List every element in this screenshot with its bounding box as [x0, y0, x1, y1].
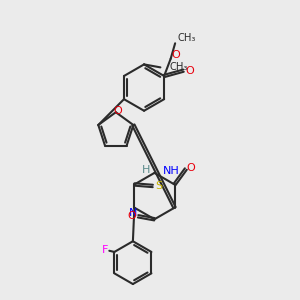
Text: S: S	[155, 181, 162, 191]
Text: F: F	[102, 244, 108, 255]
Text: O: O	[172, 50, 180, 60]
Text: O: O	[128, 211, 136, 221]
Text: CH₃: CH₃	[178, 33, 196, 43]
Text: NH: NH	[163, 166, 179, 176]
Text: O: O	[186, 66, 194, 76]
Text: O: O	[187, 163, 196, 172]
Text: O: O	[113, 106, 122, 116]
Text: CH₃: CH₃	[169, 62, 188, 72]
Text: H: H	[142, 165, 151, 175]
Text: N: N	[129, 208, 137, 218]
